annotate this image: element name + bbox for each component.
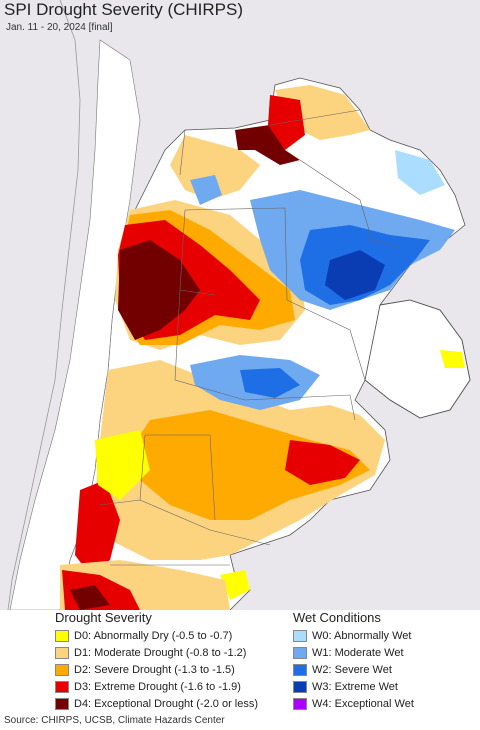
wet-legend-item: W2: Severe Wet — [293, 662, 392, 677]
wet-legend-label: W1: Moderate Wet — [312, 646, 404, 659]
w2-region — [240, 368, 300, 398]
drought-legend-item: D2: Severe Drought (-1.3 to -1.5) — [55, 662, 235, 677]
d0-region — [440, 350, 465, 368]
drought-legend-item: D3: Extreme Drought (-1.6 to -1.9) — [55, 679, 241, 694]
wet-legend-item: W4: Exceptional Wet — [293, 696, 414, 711]
drought-color-swatch — [55, 663, 69, 676]
wet-color-swatch — [293, 663, 307, 676]
d4-region — [70, 585, 110, 610]
wet-color-swatch — [293, 680, 307, 693]
wet-legend-item: W1: Moderate Wet — [293, 645, 404, 660]
w3-region — [325, 250, 385, 300]
w0-region — [395, 150, 445, 195]
drought-legend-label: D3: Extreme Drought (-1.6 to -1.9) — [74, 680, 241, 693]
legend-panel: Drought Severity Wet Conditions D0: Abno… — [0, 610, 480, 710]
d3-region — [285, 440, 360, 485]
drought-color-swatch — [55, 629, 69, 642]
w1-region — [190, 175, 222, 205]
drought-color-swatch — [55, 646, 69, 659]
drought-map — [7, 0, 471, 610]
map-subtitle: Jan. 11 - 20, 2024 [final] — [6, 22, 113, 33]
wet-color-swatch — [293, 697, 307, 710]
wet-legend-label: W3: Extreme Wet — [312, 680, 398, 693]
drought-color-swatch — [55, 680, 69, 693]
wet-legend-heading: Wet Conditions — [293, 610, 381, 625]
wet-legend-label: W0: Abnormally Wet — [312, 629, 412, 642]
source-credit: Source: CHIRPS, UCSB, Climate Hazards Ce… — [4, 715, 225, 726]
province-borders — [99, 109, 401, 566]
drought-legend-label: D4: Exceptional Drought (-2.0 or less) — [74, 697, 259, 710]
drought-legend-item: D4: Exceptional Drought (-2.0 or less) — [55, 696, 258, 711]
drought-legend-heading: Drought Severity — [55, 610, 152, 625]
wet-legend-label: W2: Severe Wet — [312, 663, 392, 676]
map-title: SPI Drought Severity (CHIRPS) — [4, 0, 244, 19]
map-panel: SPI Drought Severity (CHIRPS) Jan. 11 - … — [0, 0, 480, 610]
drought-legend-label: D2: Severe Drought (-1.3 to -1.5) — [74, 663, 235, 676]
uruguay-border — [364, 299, 471, 419]
wet-legend-item: W0: Abnormally Wet — [293, 628, 411, 643]
drought-legend-item: D0: Abnormally Dry (-0.5 to -0.7) — [55, 628, 232, 643]
wet-legend-item: W3: Extreme Wet — [293, 679, 398, 694]
d4-region — [235, 125, 300, 165]
wet-color-swatch — [293, 646, 307, 659]
wet-color-swatch — [293, 629, 307, 642]
d4-region — [118, 240, 200, 340]
d0-region — [220, 570, 250, 600]
drought-legend-label: D0: Abnormally Dry (-0.5 to -0.7) — [74, 629, 233, 642]
d0-region — [95, 430, 150, 500]
drought-legend-item: D1: Moderate Drought (-0.8 to -1.2) — [55, 645, 246, 660]
d2-region — [130, 410, 370, 520]
drought-color-swatch — [55, 697, 69, 710]
wet-legend-label: W4: Exceptional Wet — [312, 697, 414, 710]
pacific-coast — [7, 0, 81, 610]
drought-legend-label: D1: Moderate Drought (-0.8 to -1.2) — [74, 646, 247, 659]
